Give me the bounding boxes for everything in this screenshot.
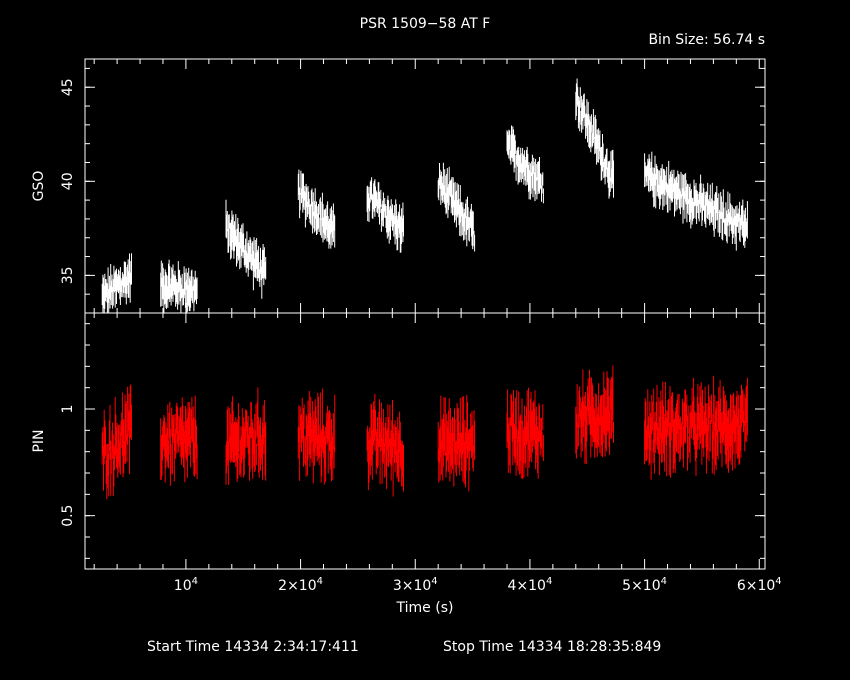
y-axis-label: PIN <box>31 429 47 452</box>
x-axis: 104 2×104 3×104 4×104 5×104 6×104 <box>174 576 782 594</box>
panel-frame <box>84 312 766 570</box>
y-tick-label: 40 <box>60 172 76 190</box>
start-time-label: Start Time 14334 2:34:17:411 <box>147 639 359 655</box>
y-tick-label: 45 <box>60 78 76 96</box>
x-tick-label: 6×104 <box>737 576 782 594</box>
x-tick-label: 3×104 <box>393 576 438 594</box>
x-tick-label: 4×104 <box>508 576 553 594</box>
chart-title: PSR 1509−58 AT F <box>360 16 491 32</box>
x-tick-label: 5×104 <box>622 576 667 594</box>
x-tick-label: 2×104 <box>278 576 323 594</box>
x-tick-label: 104 <box>174 576 198 594</box>
y-axis-label: GSO <box>31 171 47 202</box>
data-points <box>101 78 748 313</box>
bin-size-label: Bin Size: 56.74 s <box>648 32 765 48</box>
y-tick-label: 35 <box>60 266 76 284</box>
stop-time-label: Stop Time 14334 18:28:35:849 <box>443 639 661 655</box>
panels-group: 35 40 45 GSO 0.5 1 PIN <box>31 58 766 570</box>
x-axis-label: Time (s) <box>396 600 454 616</box>
y-tick-label: 0.5 <box>60 505 76 527</box>
y-tick-label: 1 <box>60 405 76 414</box>
panel-pin: 0.5 1 PIN <box>31 312 766 570</box>
data-points <box>101 365 748 500</box>
panel-gso: 35 40 45 GSO <box>31 58 766 314</box>
